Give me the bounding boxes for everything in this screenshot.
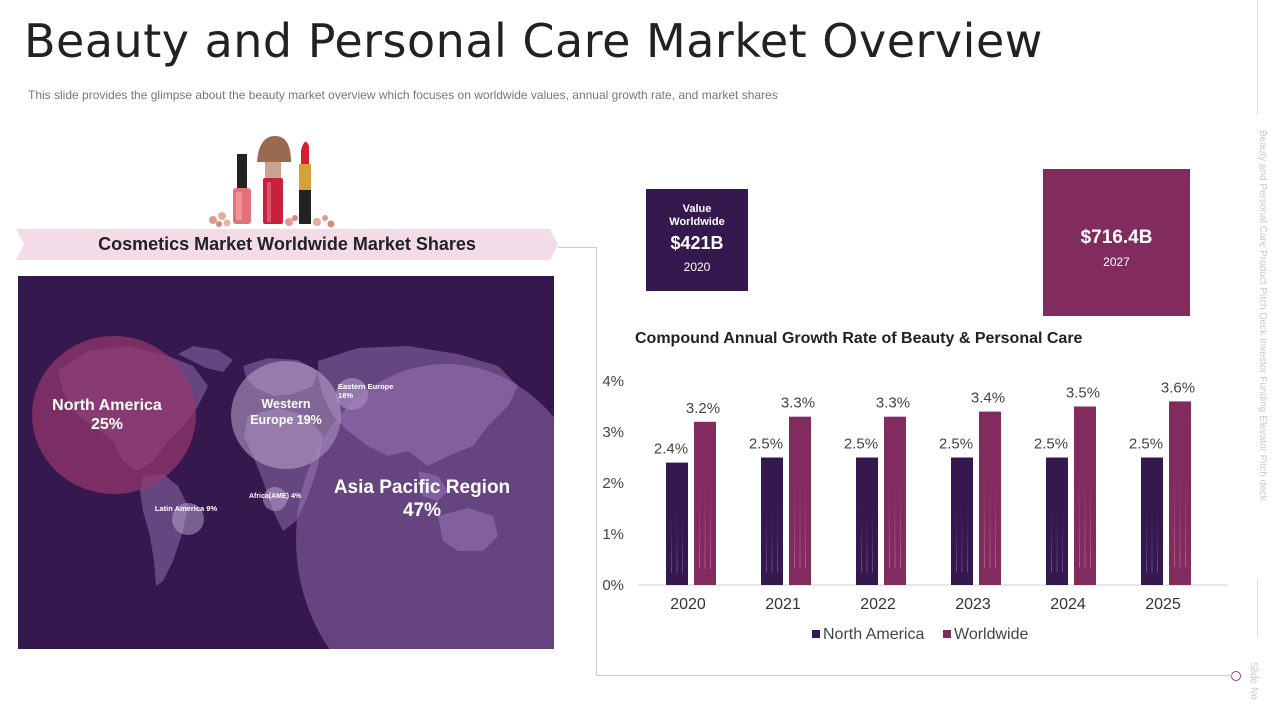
bar-stripe [1174, 465, 1175, 567]
data-label: 3.3% [876, 395, 910, 412]
x-tick-label: 2025 [1145, 596, 1181, 613]
y-tick-label: 3% [602, 424, 624, 441]
bar-stripe [682, 505, 683, 573]
side-divider-bottom [1257, 580, 1258, 636]
x-tick-label: 2021 [765, 596, 801, 613]
data-label: 2.5% [939, 436, 973, 453]
bar-stripe [805, 475, 806, 569]
y-tick-label: 0% [602, 577, 624, 594]
legend-swatch [943, 630, 951, 638]
latin-america-label: Latin America 9% [154, 504, 218, 513]
data-label: 2.4% [654, 441, 688, 458]
bar-stripe [1090, 468, 1091, 568]
bar-stripe [866, 502, 868, 573]
data-label: 2.5% [844, 436, 878, 453]
bar-stripe [799, 475, 801, 569]
y-tick-label: 4% [602, 373, 624, 390]
asia-pacific-label: Asia Pacific Region 47% [333, 477, 511, 521]
value-box-label: Value Worldwide [669, 203, 725, 228]
bar-stripe [1185, 465, 1186, 567]
market-shares-heading: Cosmetics Market Worldwide Market Shares [98, 234, 476, 254]
bar-stripe [699, 478, 700, 569]
bar-stripe [995, 472, 996, 568]
x-tick-label: 2024 [1050, 596, 1086, 613]
bar-stripe [671, 505, 672, 573]
data-label: 3.4% [971, 390, 1005, 407]
value-box-2027: $716.4B 2027 [1043, 169, 1190, 316]
legend-label: North America [823, 626, 924, 643]
bar-stripe [710, 478, 711, 569]
bar-stripe [872, 502, 873, 573]
data-label: 3.2% [686, 400, 720, 417]
slide-marker-dot [1231, 671, 1241, 681]
bar-stripe [676, 505, 678, 573]
x-tick-label: 2020 [670, 596, 706, 613]
latin-america-bubble [172, 503, 204, 535]
north-america-bubble [32, 336, 196, 494]
x-tick-label: 2022 [860, 596, 896, 613]
market-shares-ribbon: Cosmetics Market Worldwide Market Shares [16, 229, 558, 260]
connector-line [596, 675, 1232, 676]
data-label: 3.3% [781, 395, 815, 412]
bar-stripe [967, 502, 968, 573]
y-tick-label: 1% [602, 526, 624, 543]
value-box-2020: Value Worldwide $421B 2020 [646, 189, 748, 291]
value-box-year: 2027 [1103, 255, 1130, 269]
bar-stripe [1056, 502, 1058, 573]
data-label: 2.5% [1129, 436, 1163, 453]
world-map-panel: North America 25% Western Europe 19% Eas… [18, 276, 554, 649]
eastern-europe-bubble [336, 378, 368, 410]
bar-stripe [1084, 468, 1086, 568]
page-subtitle: This slide provides the glimpse about th… [28, 88, 778, 102]
bar-stripe [771, 502, 773, 573]
cagr-bar-chart: 0% 1% 2% 3% 4% 2020 2.4% 3.2% 2021 2.5% 3.3% 2022 2… [602, 373, 1228, 643]
bar-stripe [777, 502, 778, 573]
data-label: 3.6% [1161, 379, 1195, 396]
bar-stripe [989, 472, 991, 568]
north-america-label: North America 25% [52, 397, 162, 433]
cosmetics-illustration [209, 136, 335, 228]
slide-number: Slide No [1248, 662, 1259, 700]
bar-stripe [1051, 502, 1052, 573]
western-europe-bubble [231, 361, 341, 469]
bar-stripe [1179, 465, 1181, 567]
page-title: Beauty and Personal Care Market Overview [24, 14, 1043, 68]
side-deck-title: Beauty and Personal Care Product Pitch D… [1257, 130, 1268, 501]
bar-stripe [704, 478, 706, 569]
data-label: 3.5% [1066, 385, 1100, 402]
bar-stripe [1151, 502, 1153, 573]
bar-stripe [794, 475, 795, 569]
bar-stripe [1157, 502, 1158, 573]
eastern-europe-label: Eastern Europe 18% [338, 382, 394, 400]
connector-line [596, 247, 597, 676]
legend-label: Worldwide [954, 626, 1029, 643]
y-tick-label: 2% [602, 475, 624, 492]
bar-stripe [1146, 502, 1147, 573]
value-box-year: 2020 [683, 260, 711, 274]
connector-line [558, 247, 596, 248]
side-divider-top [1257, 0, 1258, 115]
africa-label: Africa(AME) 4% [248, 493, 302, 500]
bar-stripe [894, 475, 896, 569]
value-box-amount: $421B [670, 233, 724, 253]
chart-title: Compound Annual Growth Rate of Beauty & … [635, 330, 1083, 347]
bar-stripe [900, 475, 901, 569]
data-label: 2.5% [749, 436, 783, 453]
bar-stripe [1079, 468, 1080, 568]
bar-stripe [984, 472, 985, 568]
bar-stripe [956, 502, 957, 573]
x-tick-label: 2023 [955, 596, 991, 613]
value-box-amount: $716.4B [1080, 227, 1153, 248]
western-europe-label: Western Europe 19% [250, 397, 322, 427]
bar-stripe [1062, 502, 1063, 573]
bar-stripe [766, 502, 767, 573]
bar-stripe [861, 502, 862, 573]
data-label: 2.5% [1034, 436, 1068, 453]
bar-stripe [961, 502, 963, 573]
legend-swatch [812, 630, 820, 638]
bar-stripe [889, 475, 890, 569]
africa-bubble [263, 487, 287, 511]
